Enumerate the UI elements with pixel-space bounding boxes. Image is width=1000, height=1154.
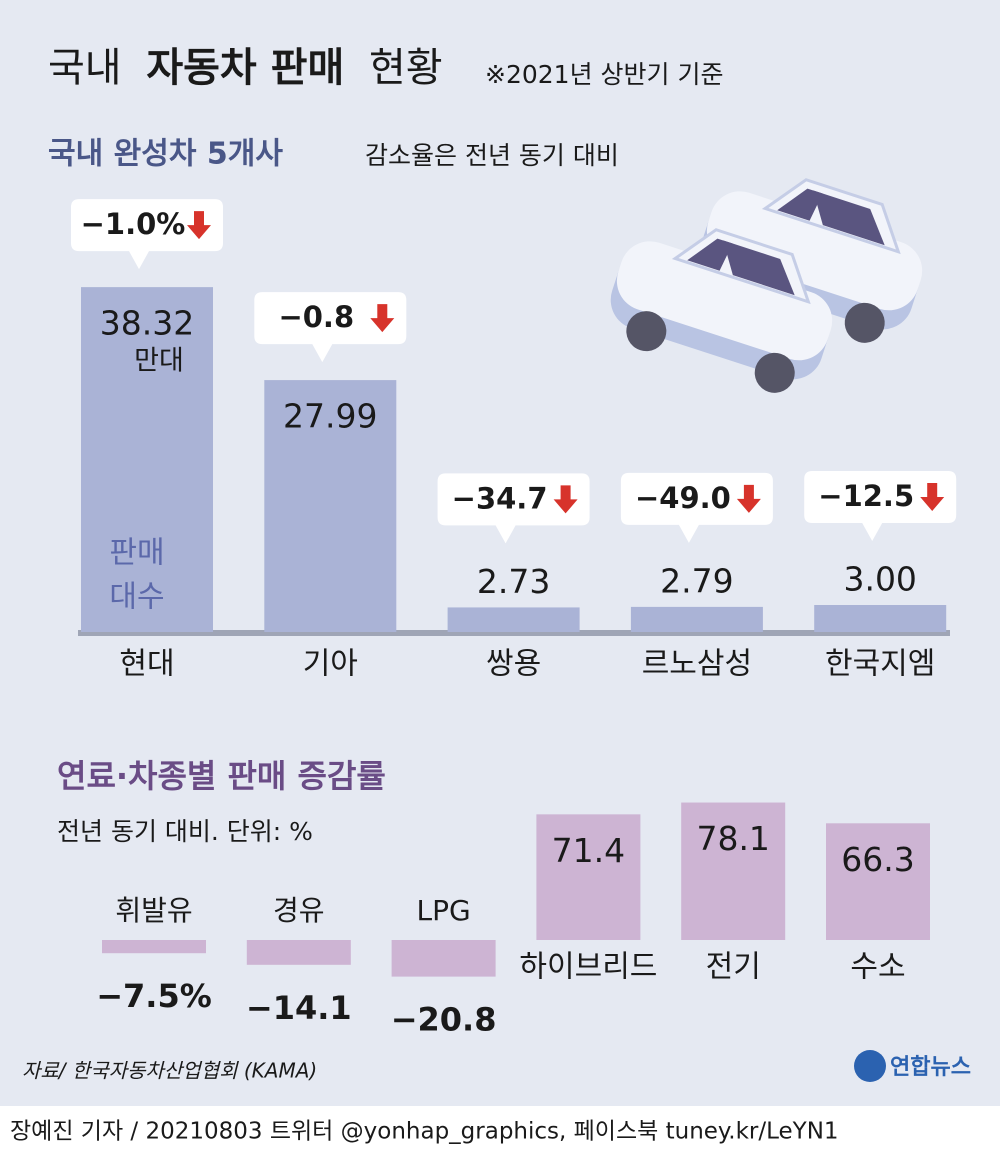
bar [681,802,786,940]
title-part: 현황 [369,45,443,91]
cars-illustration [610,178,923,393]
chart-subtitle: 전년 동기 대비. 단위: % [57,817,313,846]
category-label: 경유 [273,894,325,927]
value-label: −14.1 [246,989,352,1027]
bar-label: 대수 [109,580,164,615]
bar [102,940,206,954]
chart-title: 연료·차종별 판매 증감률 [57,757,386,795]
unit-label: 만대 [134,346,184,377]
bar [536,814,641,940]
footer: 장예진 기자 / 20210803 트위터 @yonhap_graphics, … [10,1119,839,1145]
bar [447,607,580,632]
change-arrow [370,304,395,333]
change-label: −1.0% [81,207,186,241]
change-arrow [920,483,945,511]
change-label: −34.7 [452,481,548,515]
note: ※2021년 상반기 기준 [485,60,723,89]
value-label: −20.8 [391,1001,497,1039]
category-label: 휘발유 [115,894,192,927]
change-label: −0.8 [278,300,354,334]
title-part: 국내 [48,45,122,91]
value-label: −7.5% [96,977,212,1015]
change-arrow [736,484,761,513]
category-label: 전기 [706,950,761,985]
callout-box [437,473,590,544]
chart-title: 국내 완성차 5개사 [48,137,283,172]
value-label: 2.79 [660,561,733,600]
category-label: 현대 [119,647,174,682]
bar [826,823,930,940]
bar [814,605,947,632]
value-label: 27.99 [283,397,377,436]
change-label: −12.5 [818,479,914,513]
category-label: 한국지엠 [825,647,935,682]
chart-subtitle: 감소율은 전년 동기 대비 [365,141,619,170]
bar [391,940,496,977]
value-label: 78.1 [696,819,769,858]
bar [264,380,397,632]
callout-box [804,471,957,541]
change-arrow [553,485,578,514]
category-label: 쌍용 [486,647,541,682]
value-label: 71.4 [552,831,625,870]
logo: 연합뉴스 [890,1054,971,1080]
callout-box [254,292,407,363]
footer-band [0,1106,1000,1154]
main-title: 국내 자동차 판매 현황 [48,45,443,91]
source: 자료/ 한국자동차산업협회 (KAMA) [22,1059,317,1083]
bar [246,940,351,965]
category-label: 르노삼성 [642,647,752,682]
bar [630,606,763,632]
change-label: −49.0 [635,481,731,515]
baseline-shadow [78,630,950,636]
callout-box [71,199,223,270]
title-part: 자동차 판매 [146,45,344,91]
category-label: 수소 [850,950,905,985]
logo-icon [854,1050,886,1082]
bar-label: 판매 [109,536,164,571]
category-label: LPG [417,894,471,927]
callout-box [620,472,773,543]
change-arrow [187,211,211,240]
bar [81,287,213,632]
value-label: 38.32 [100,304,194,343]
value-label: 2.73 [477,562,550,601]
value-label: 66.3 [841,840,914,879]
category-label: 하이브리드 [519,950,657,985]
category-label: 기아 [303,647,358,682]
value-label: 3.00 [843,560,916,599]
